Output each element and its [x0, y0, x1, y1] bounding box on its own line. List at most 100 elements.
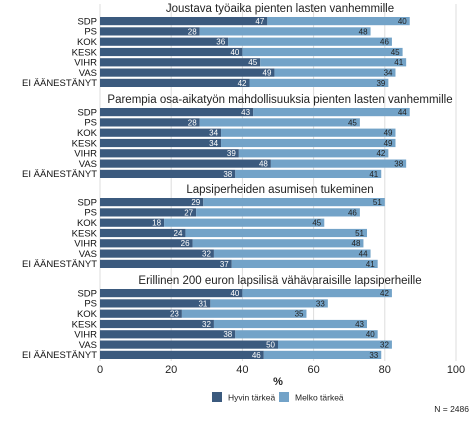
- axis-layer: 0 20 40 60 80 100%: [97, 364, 465, 388]
- category-label: SDP: [77, 288, 97, 299]
- legend-label: Hyvin tärkeä: [228, 393, 276, 403]
- bar-melko-tarkea: [235, 330, 378, 339]
- bar-value-label: 33: [369, 351, 378, 360]
- category-label: KESK: [72, 319, 98, 330]
- bar-hyvin-tarkea: [100, 299, 211, 308]
- bar-hyvin-tarkea: [100, 340, 278, 349]
- bar-hyvin-tarkea: [100, 208, 197, 217]
- bar-melko-tarkea: [164, 218, 325, 227]
- bar-value-label: 39: [227, 149, 236, 158]
- bar-value-label: 37: [220, 260, 229, 269]
- category-label: VIHR: [74, 239, 97, 250]
- bar-value-label: 32: [380, 341, 389, 350]
- bar-hyvin-tarkea: [100, 149, 239, 158]
- category-label: EI ÄÄNESTÄNYT: [22, 259, 97, 270]
- bar-melko-tarkea: [242, 47, 403, 57]
- bar-hyvin-tarkea: [100, 37, 229, 46]
- category-label: EI ÄÄNESTÄNYT: [22, 169, 97, 180]
- bar-melko-tarkea: [253, 108, 410, 117]
- category-label: KESK: [72, 138, 98, 149]
- bar-melko-tarkea: [238, 149, 389, 158]
- panel-2: Parempia osa-aikatyön mahdollisuuksia pi…: [22, 94, 453, 180]
- sample-size-note: N = 2486: [434, 404, 469, 414]
- panel-4: Erillinen 200 euron lapsilisä vähävarais…: [22, 275, 422, 361]
- bar-hyvin-tarkea: [100, 169, 236, 178]
- bar-melko-tarkea: [213, 319, 367, 329]
- bar-melko-tarkea: [235, 169, 382, 178]
- x-tick-label: 80: [379, 364, 391, 376]
- category-label: PS: [84, 118, 97, 129]
- bar-value-label: 45: [248, 58, 257, 67]
- category-label: KESK: [72, 228, 98, 239]
- bar-melko-tarkea: [192, 239, 364, 248]
- bar-value-label: 28: [188, 27, 197, 36]
- x-tick-label: 40: [236, 364, 248, 376]
- bar-value-label: 45: [348, 118, 357, 127]
- category-label: VIHR: [74, 330, 97, 341]
- bar-value-label: 47: [255, 17, 264, 26]
- bar-value-label: 33: [316, 299, 325, 308]
- bar-value-label: 24: [174, 229, 183, 238]
- bar-hyvin-tarkea: [100, 218, 165, 227]
- bar-melko-tarkea: [267, 17, 410, 26]
- bar-value-label: 42: [238, 79, 247, 88]
- category-label: VIHR: [74, 58, 97, 69]
- bar-melko-tarkea: [221, 138, 396, 148]
- category-label: PS: [84, 208, 97, 219]
- legend-swatch: [212, 392, 222, 402]
- bar-value-label: 38: [394, 160, 403, 169]
- bar-value-label: 49: [263, 69, 272, 78]
- bar-melko-tarkea: [221, 128, 396, 137]
- bar-value-label: 28: [188, 118, 197, 127]
- bar-hyvin-tarkea: [100, 68, 275, 77]
- bar-melko-tarkea: [249, 78, 389, 87]
- bar-hyvin-tarkea: [100, 128, 222, 137]
- bar-value-label: 32: [202, 320, 211, 329]
- bar-melko-tarkea: [242, 289, 392, 298]
- bar-melko-tarkea: [263, 350, 382, 359]
- bar-melko-tarkea: [199, 118, 360, 127]
- bar-melko-tarkea: [260, 58, 407, 67]
- panel-title: Lapsiperheiden asumisen tukeminen: [186, 184, 373, 196]
- category-label: VAS: [79, 68, 97, 79]
- bar-hyvin-tarkea: [100, 17, 268, 26]
- category-label: PS: [84, 299, 97, 310]
- bar-hyvin-tarkea: [100, 319, 214, 329]
- bar-value-label: 50: [266, 341, 275, 350]
- category-label: EI ÄÄNESTÄNYT: [22, 78, 97, 89]
- panel-1: Joustava työaika pienten lasten vanhemmi…: [22, 3, 410, 89]
- bar-value-label: 46: [380, 38, 389, 47]
- bar-value-label: 46: [252, 351, 261, 360]
- bar-value-label: 43: [355, 320, 364, 329]
- category-label: EI ÄÄNESTÄNYT: [22, 350, 97, 361]
- legend-layer: Hyvin tärkeä Melko tärkeä N = 2486: [212, 392, 469, 414]
- bar-value-label: 41: [394, 58, 403, 67]
- bar-melko-tarkea: [199, 27, 371, 36]
- category-label: VIHR: [74, 149, 97, 160]
- category-label: KOK: [77, 128, 98, 139]
- category-label: VAS: [79, 159, 97, 170]
- bar-value-label: 27: [184, 208, 193, 217]
- bar-value-label: 46: [348, 208, 357, 217]
- bar-value-label: 40: [398, 17, 407, 26]
- bar-value-label: 41: [366, 260, 375, 269]
- bar-value-label: 38: [223, 170, 232, 179]
- category-label: SDP: [77, 107, 97, 118]
- panel-title: Joustava työaika pienten lasten vanhemmi…: [166, 3, 394, 15]
- bar-hyvin-tarkea: [100, 350, 264, 359]
- bar-hyvin-tarkea: [100, 239, 193, 248]
- category-label: KESK: [72, 47, 98, 58]
- panel-3: Lapsiperheiden asumisen tukeminen SDP 29 51…: [22, 184, 385, 270]
- bar-hyvin-tarkea: [100, 138, 222, 148]
- bar-value-label: 31: [198, 299, 207, 308]
- bar-hyvin-tarkea: [100, 228, 186, 238]
- category-label: PS: [84, 27, 97, 38]
- bar-value-label: 40: [230, 48, 239, 57]
- bar-hyvin-tarkea: [100, 47, 243, 57]
- bar-value-label: 48: [259, 160, 268, 169]
- category-label: SDP: [77, 197, 97, 208]
- bar-hyvin-tarkea: [100, 78, 250, 87]
- category-label: KOK: [77, 37, 98, 48]
- category-label: SDP: [77, 16, 97, 27]
- legend-swatch: [279, 392, 289, 402]
